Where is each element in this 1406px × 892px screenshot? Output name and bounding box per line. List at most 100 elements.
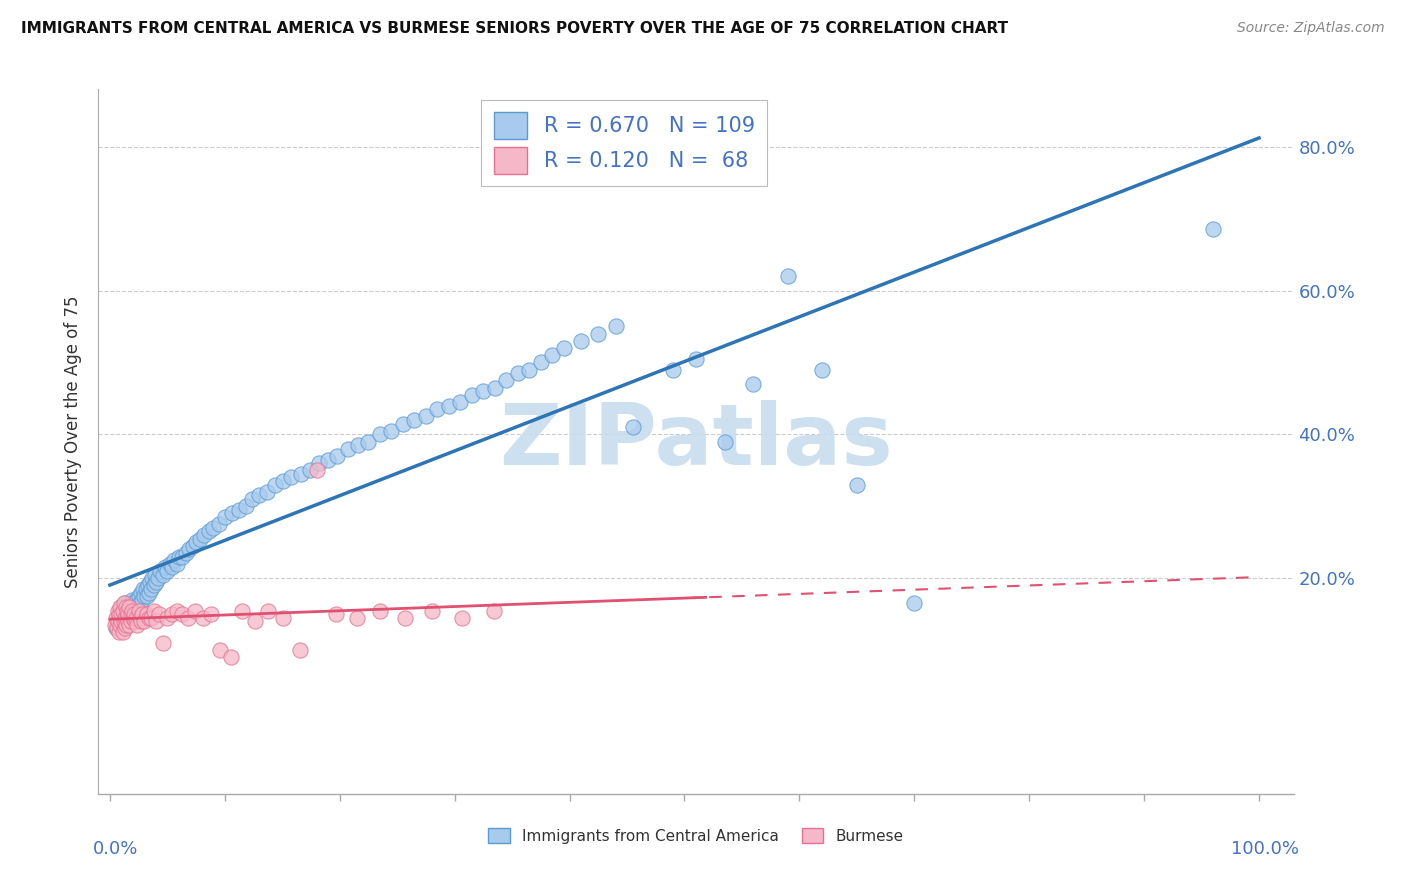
Point (125, 610, 148, 624)
Point (131, 592, 153, 607)
Point (184, 603, 207, 617)
Point (326, 449, 349, 463)
Point (167, 549, 190, 564)
Point (148, 571, 170, 585)
Point (115, 603, 138, 617)
Point (135, 589, 157, 603)
Point (107, 615, 129, 629)
Point (108, 625, 131, 640)
Point (117, 615, 139, 629)
Point (506, 366, 529, 380)
Point (208, 517, 231, 532)
Point (380, 424, 402, 438)
Point (108, 618, 131, 632)
Point (437, 399, 460, 413)
Point (1202, 222, 1225, 236)
Point (308, 456, 330, 470)
Point (305, 463, 328, 477)
Point (156, 610, 179, 624)
Point (115, 599, 138, 614)
Point (115, 615, 138, 629)
Y-axis label: Seniors Poverty Over the Age of 75: Seniors Poverty Over the Age of 75 (65, 295, 83, 588)
Point (127, 618, 149, 632)
Point (247, 488, 270, 502)
Point (145, 615, 167, 629)
Point (243, 615, 266, 629)
Point (569, 334, 592, 348)
Point (298, 463, 321, 477)
Point (415, 409, 437, 424)
Point (114, 596, 136, 610)
Point (231, 603, 253, 617)
Text: Source: ZipAtlas.com: Source: ZipAtlas.com (1237, 21, 1385, 35)
Point (114, 618, 136, 632)
Point (134, 589, 156, 603)
Point (128, 589, 150, 603)
Point (152, 636, 174, 650)
Point (228, 503, 250, 517)
Point (118, 610, 141, 624)
Point (179, 542, 201, 557)
Point (316, 452, 339, 467)
Point (662, 362, 685, 376)
Point (449, 395, 471, 409)
Point (115, 618, 138, 632)
Point (404, 413, 426, 427)
Point (142, 603, 165, 617)
Point (122, 599, 145, 614)
Point (107, 603, 129, 617)
Point (120, 607, 142, 621)
Point (163, 553, 186, 567)
Point (484, 381, 506, 395)
Point (336, 442, 359, 456)
Point (129, 585, 152, 599)
Point (135, 607, 157, 621)
Point (235, 500, 257, 514)
Point (242, 491, 264, 506)
Point (115, 599, 138, 614)
Point (193, 528, 215, 542)
Point (347, 438, 370, 452)
Point (184, 535, 207, 549)
Point (138, 585, 160, 599)
Point (174, 546, 197, 560)
Point (124, 615, 146, 629)
Point (139, 574, 162, 589)
Point (148, 607, 170, 621)
Point (160, 607, 183, 621)
Text: ZIPatlas: ZIPatlas (499, 400, 893, 483)
Point (121, 603, 143, 617)
Text: 0.0%: 0.0% (93, 839, 138, 858)
Point (138, 610, 160, 624)
Point (127, 599, 149, 614)
Point (105, 622, 128, 636)
Point (903, 596, 925, 610)
Point (177, 610, 200, 624)
Point (125, 592, 148, 607)
Point (530, 355, 553, 369)
Point (120, 596, 142, 610)
Point (368, 427, 391, 442)
Point (209, 643, 232, 657)
Point (129, 615, 152, 629)
Point (156, 564, 179, 578)
Point (118, 599, 141, 614)
Point (103, 618, 125, 632)
Point (122, 607, 145, 621)
Point (111, 603, 134, 617)
Point (219, 650, 242, 665)
Point (110, 615, 132, 629)
Point (122, 610, 145, 624)
Point (221, 507, 243, 521)
Point (114, 622, 136, 636)
Point (713, 434, 735, 449)
Point (108, 607, 131, 621)
Point (122, 610, 145, 624)
Point (149, 564, 172, 578)
Point (120, 615, 142, 629)
Point (141, 610, 163, 624)
Point (121, 592, 143, 607)
Point (202, 521, 225, 535)
Point (141, 582, 163, 596)
Point (638, 147, 661, 161)
